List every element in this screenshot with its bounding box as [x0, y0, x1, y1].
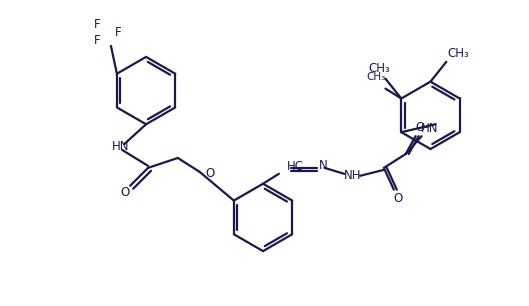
Text: F: F — [94, 34, 101, 47]
Text: HN: HN — [421, 122, 438, 135]
Text: CH₃: CH₃ — [369, 62, 390, 75]
Text: O: O — [393, 192, 403, 205]
Text: O: O — [415, 121, 424, 134]
Text: O: O — [121, 186, 130, 199]
Text: CH₃: CH₃ — [448, 47, 469, 60]
Text: HN: HN — [112, 140, 129, 153]
Text: F: F — [94, 18, 101, 31]
Text: NH: NH — [343, 169, 361, 182]
Text: N: N — [319, 159, 328, 172]
Text: O: O — [205, 167, 214, 180]
Text: HC: HC — [287, 160, 304, 174]
Text: F: F — [115, 26, 121, 39]
Text: CH₃: CH₃ — [366, 72, 385, 82]
